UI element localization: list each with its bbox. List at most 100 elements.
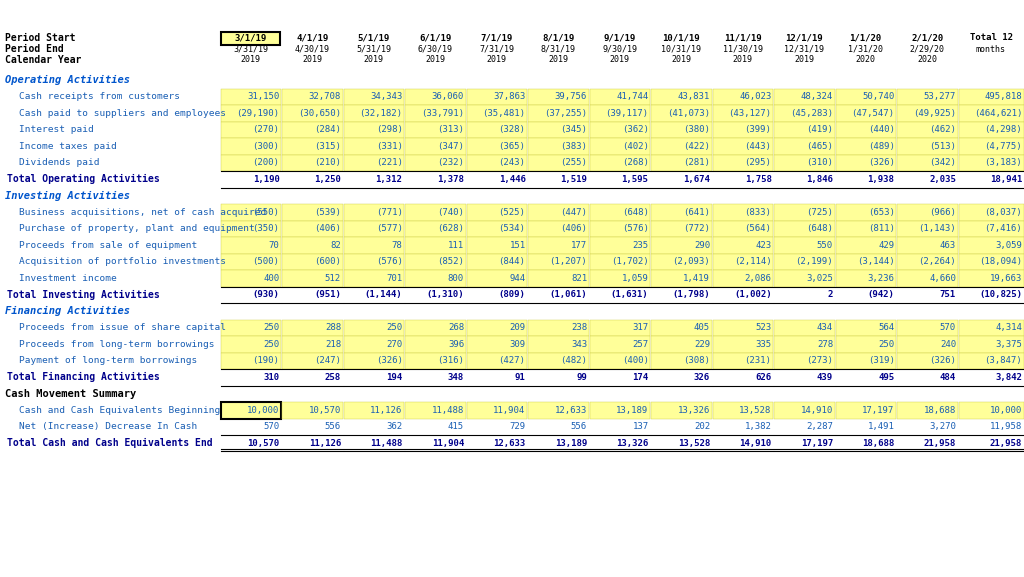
FancyBboxPatch shape — [774, 105, 835, 122]
Text: (41,073): (41,073) — [667, 108, 710, 118]
FancyBboxPatch shape — [528, 320, 589, 336]
FancyBboxPatch shape — [958, 88, 1024, 105]
FancyBboxPatch shape — [651, 138, 712, 155]
FancyBboxPatch shape — [282, 336, 342, 353]
Text: (3,847): (3,847) — [984, 356, 1022, 365]
FancyBboxPatch shape — [343, 253, 404, 270]
Text: Total Cash and Cash Equivalents End: Total Cash and Cash Equivalents End — [7, 439, 213, 448]
Text: 13,189: 13,189 — [616, 406, 648, 415]
Text: (641): (641) — [683, 208, 710, 217]
Text: (833): (833) — [744, 208, 771, 217]
FancyBboxPatch shape — [836, 402, 896, 418]
FancyBboxPatch shape — [590, 220, 650, 237]
FancyBboxPatch shape — [590, 122, 650, 138]
Text: 11,126: 11,126 — [371, 406, 402, 415]
Text: 1,419: 1,419 — [683, 273, 710, 283]
FancyBboxPatch shape — [467, 204, 527, 220]
Text: Operating Activities: Operating Activities — [5, 75, 130, 85]
Text: 36,060: 36,060 — [432, 92, 464, 101]
FancyBboxPatch shape — [774, 122, 835, 138]
Text: (39,117): (39,117) — [605, 108, 648, 118]
FancyBboxPatch shape — [467, 320, 527, 336]
Text: (966): (966) — [929, 208, 956, 217]
Text: 17,197: 17,197 — [801, 439, 833, 448]
Text: 523: 523 — [756, 323, 771, 332]
Text: 250: 250 — [386, 323, 402, 332]
FancyBboxPatch shape — [836, 204, 896, 220]
FancyBboxPatch shape — [836, 336, 896, 353]
Text: (811): (811) — [867, 224, 895, 233]
FancyBboxPatch shape — [590, 138, 650, 155]
FancyBboxPatch shape — [220, 204, 281, 220]
Text: (462): (462) — [929, 125, 956, 134]
FancyBboxPatch shape — [651, 253, 712, 270]
FancyBboxPatch shape — [528, 122, 589, 138]
Text: (210): (210) — [314, 158, 341, 167]
Text: 99: 99 — [577, 373, 587, 382]
Text: 1,059: 1,059 — [622, 273, 648, 283]
Text: 46,023: 46,023 — [739, 92, 771, 101]
FancyBboxPatch shape — [836, 122, 896, 138]
Text: (1,207): (1,207) — [549, 257, 587, 266]
FancyBboxPatch shape — [897, 336, 957, 353]
Text: (315): (315) — [314, 142, 341, 151]
FancyBboxPatch shape — [651, 336, 712, 353]
Text: 21,958: 21,958 — [990, 439, 1022, 448]
FancyBboxPatch shape — [282, 138, 342, 155]
FancyBboxPatch shape — [467, 402, 527, 418]
FancyBboxPatch shape — [958, 353, 1024, 369]
Text: (43,127): (43,127) — [728, 108, 771, 118]
Text: 800: 800 — [447, 273, 464, 283]
Text: (33,791): (33,791) — [421, 108, 464, 118]
FancyBboxPatch shape — [897, 88, 957, 105]
Text: 2: 2 — [827, 290, 833, 299]
Text: 12/31/19: 12/31/19 — [784, 44, 824, 54]
FancyBboxPatch shape — [651, 320, 712, 336]
Text: 39,756: 39,756 — [555, 92, 587, 101]
Text: 278: 278 — [817, 340, 833, 349]
FancyBboxPatch shape — [897, 237, 957, 253]
Text: (648): (648) — [622, 208, 648, 217]
Text: 821: 821 — [570, 273, 587, 283]
Text: 250: 250 — [263, 340, 280, 349]
FancyBboxPatch shape — [897, 402, 957, 418]
FancyBboxPatch shape — [958, 220, 1024, 237]
FancyBboxPatch shape — [651, 105, 712, 122]
Text: 2,035: 2,035 — [929, 175, 956, 183]
Text: Total Financing Activities: Total Financing Activities — [7, 372, 160, 383]
Text: (37,255): (37,255) — [544, 108, 587, 118]
Text: 309: 309 — [509, 340, 525, 349]
FancyBboxPatch shape — [713, 155, 773, 171]
FancyBboxPatch shape — [406, 253, 466, 270]
Text: 218: 218 — [325, 340, 341, 349]
Text: 317: 317 — [633, 323, 648, 332]
FancyBboxPatch shape — [713, 270, 773, 287]
Text: (362): (362) — [622, 125, 648, 134]
Text: 18,688: 18,688 — [924, 406, 956, 415]
Text: (600): (600) — [314, 257, 341, 266]
FancyBboxPatch shape — [406, 105, 466, 122]
Text: 53,277: 53,277 — [924, 92, 956, 101]
FancyBboxPatch shape — [282, 155, 342, 171]
FancyBboxPatch shape — [528, 270, 589, 287]
Text: 18,941: 18,941 — [990, 175, 1022, 183]
Text: 151: 151 — [509, 241, 525, 250]
FancyBboxPatch shape — [651, 353, 712, 369]
Text: Proceeds from issue of share capital: Proceeds from issue of share capital — [19, 323, 226, 332]
Text: 1,190: 1,190 — [253, 175, 280, 183]
Text: 17,197: 17,197 — [862, 406, 895, 415]
Text: 82: 82 — [331, 241, 341, 250]
Text: 1,491: 1,491 — [867, 422, 895, 431]
Text: (740): (740) — [437, 208, 464, 217]
Text: (440): (440) — [867, 125, 895, 134]
FancyBboxPatch shape — [590, 270, 650, 287]
FancyBboxPatch shape — [343, 270, 404, 287]
Text: (2,264): (2,264) — [919, 257, 956, 266]
FancyBboxPatch shape — [406, 122, 466, 138]
Text: (576): (576) — [376, 257, 402, 266]
Text: 3,025: 3,025 — [806, 273, 833, 283]
Text: 4/1/19: 4/1/19 — [296, 33, 329, 43]
Text: Total 12: Total 12 — [970, 33, 1013, 43]
FancyBboxPatch shape — [343, 204, 404, 220]
Text: 34,343: 34,343 — [371, 92, 402, 101]
